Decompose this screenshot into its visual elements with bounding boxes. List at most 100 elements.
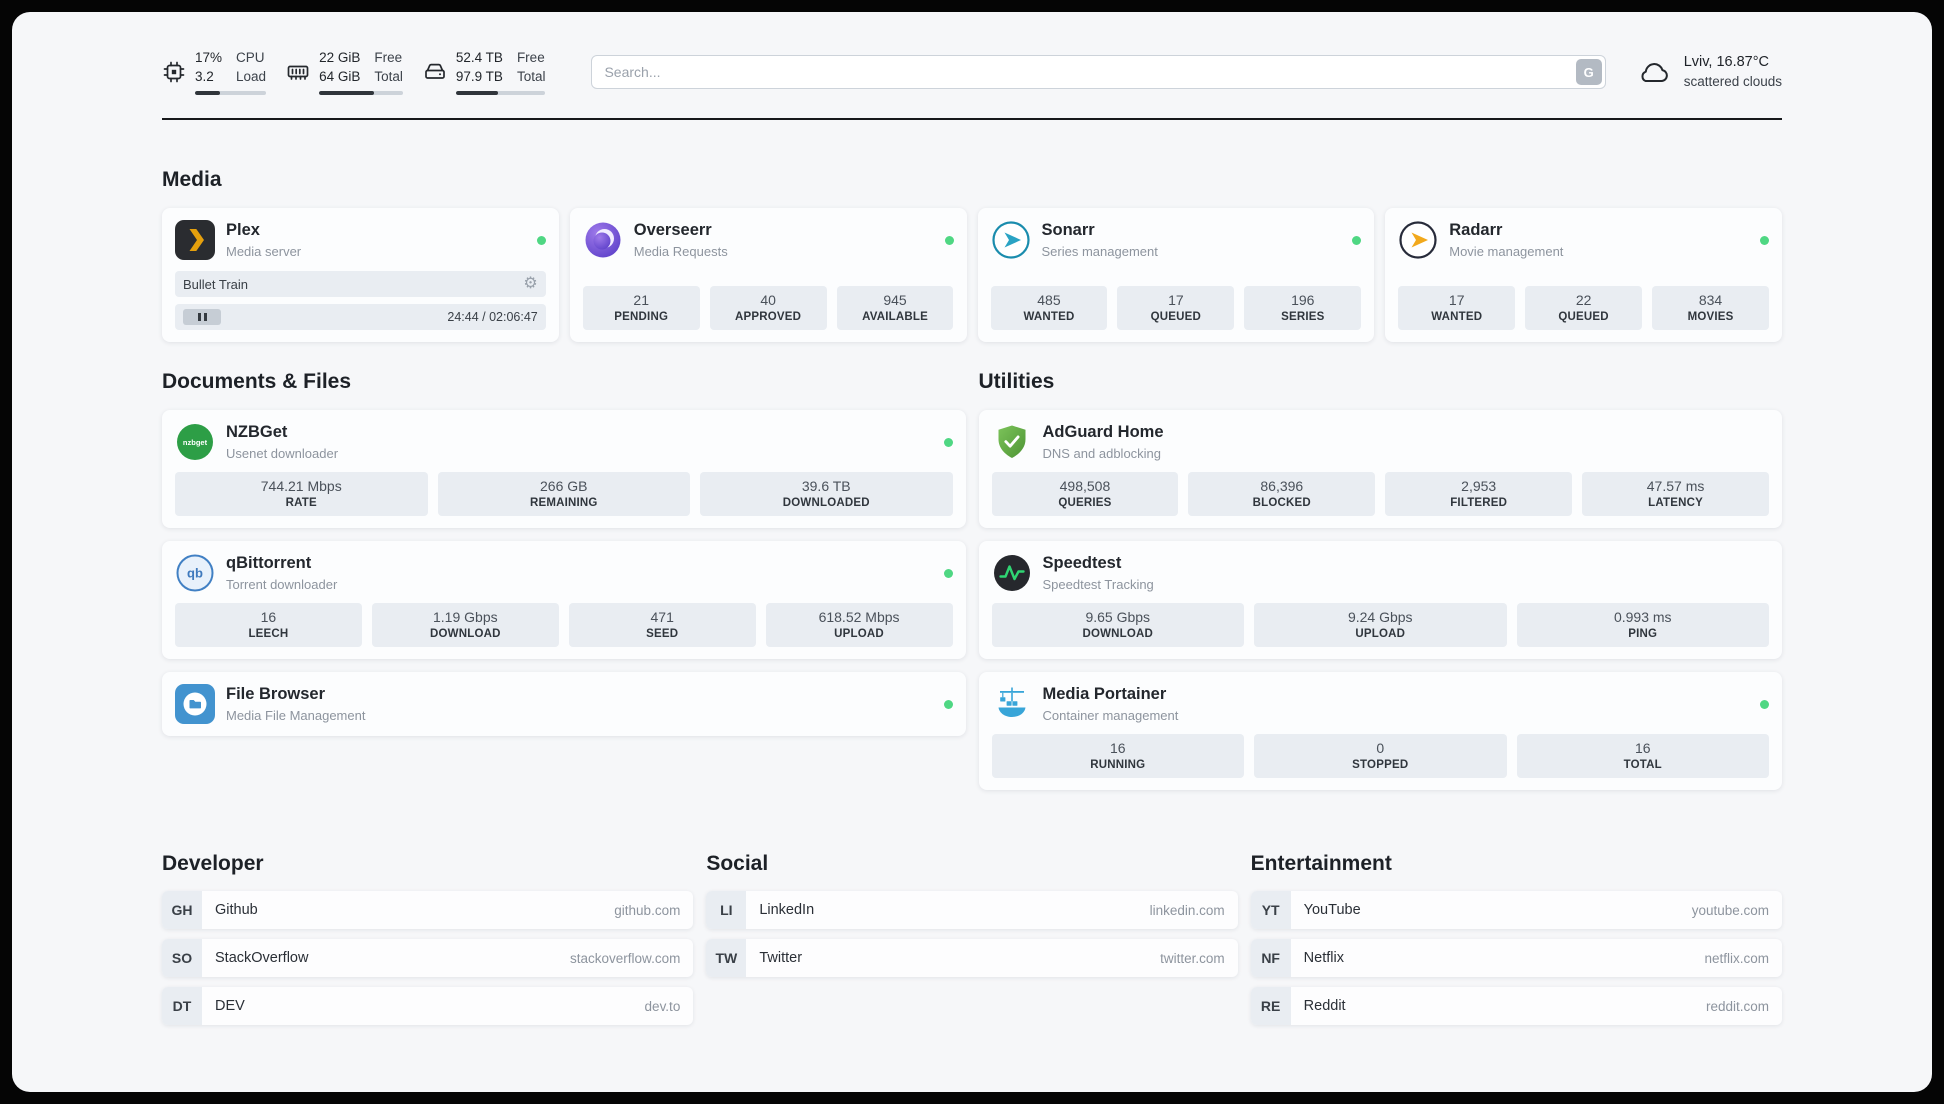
bookmark-linkedin[interactable]: LI LinkedIn linkedin.com bbox=[706, 891, 1238, 929]
stat-running: 16 RUNNING bbox=[991, 734, 1244, 778]
stat-value: 834 bbox=[1698, 292, 1723, 308]
playback-tile: 24:44 / 02:06:47 bbox=[175, 304, 546, 330]
stat-value: 945 bbox=[883, 292, 907, 308]
documents-column: Documents & Files nzbget NZBGet bbox=[162, 370, 966, 790]
developer-bookmarks: Developer GH Github github.com SO StackO… bbox=[162, 852, 694, 1025]
bookmark-twitter[interactable]: TW Twitter twitter.com bbox=[706, 939, 1238, 977]
bookmark-github[interactable]: GH Github github.com bbox=[162, 891, 694, 929]
stat-available: 945 AVAILABLE bbox=[836, 286, 954, 330]
stat-latency: 47.57 ms LATENCY bbox=[1582, 472, 1769, 516]
search-engine-button[interactable]: G bbox=[1575, 59, 1602, 85]
stat-label: WANTED bbox=[1431, 311, 1483, 323]
stat-value: 9.65 Gbps bbox=[1085, 609, 1151, 625]
cpu-label: CPU bbox=[236, 50, 265, 66]
stat-value: 16 bbox=[260, 609, 277, 625]
stat-value: 485 bbox=[1037, 292, 1061, 308]
stat-ping: 0.993 ms PING bbox=[1516, 603, 1769, 647]
plex-card[interactable]: Plex Media server Bullet Train ⚙ 24:44 /… bbox=[162, 208, 559, 342]
bookmark-abbr-badge: YT bbox=[1250, 891, 1291, 929]
pause-button[interactable] bbox=[183, 309, 221, 325]
overseerr-card[interactable]: Overseerr Media Requests 21 PENDING 40 A… bbox=[569, 208, 967, 342]
stat-value: 17 bbox=[1168, 292, 1184, 308]
bookmark-name: Netflix bbox=[1303, 950, 1344, 966]
status-dot bbox=[1760, 235, 1769, 245]
cpu-percent: 17% bbox=[195, 50, 223, 66]
stat-value: 471 bbox=[650, 609, 674, 625]
stat-downloaded: 39.6 TB DOWNLOADED bbox=[700, 472, 953, 516]
disk-total-label: Total bbox=[516, 68, 546, 84]
bookmark-youtube[interactable]: YT YouTube youtube.com bbox=[1250, 891, 1782, 929]
status-dot bbox=[943, 699, 953, 709]
bookmark-url: youtube.com bbox=[1691, 902, 1769, 918]
app-name: Plex bbox=[226, 221, 260, 240]
app-subtitle: Series management bbox=[1041, 243, 1158, 259]
overseerr-icon bbox=[583, 220, 623, 260]
bookmark-stackoverflow[interactable]: SO StackOverflow stackoverflow.com bbox=[162, 939, 694, 977]
bookmark-netflix[interactable]: NF Netflix netflix.com bbox=[1250, 939, 1782, 977]
portainer-card[interactable]: Media Portainer Container management 16 … bbox=[978, 672, 1782, 790]
cpu-load-label: Load bbox=[236, 68, 267, 84]
portainer-icon bbox=[992, 684, 1032, 724]
app-name: Radarr bbox=[1449, 221, 1503, 240]
svg-text:nzbget: nzbget bbox=[183, 438, 208, 447]
filebrowser-icon bbox=[175, 684, 215, 724]
stat-blocked: 86,396 BLOCKED bbox=[1188, 472, 1376, 516]
stat-value: 39.6 TB bbox=[801, 478, 851, 494]
app-subtitle: Speedtest Tracking bbox=[1042, 576, 1154, 592]
stat-label: TOTAL bbox=[1623, 759, 1662, 771]
stat-upload: 618.52 Mbps UPLOAD bbox=[765, 603, 953, 647]
section-title-developer: Developer bbox=[162, 852, 264, 875]
bookmark-url: github.com bbox=[614, 902, 681, 918]
utilities-column: Utilities AdGuard Home bbox=[978, 370, 1782, 790]
adguard-card[interactable]: AdGuard Home DNS and adblocking 498,508 … bbox=[978, 410, 1782, 528]
stat-stopped: 0 STOPPED bbox=[1254, 734, 1507, 778]
speedtest-card[interactable]: Speedtest Speedtest Tracking 9.65 Gbps D… bbox=[978, 541, 1782, 659]
stat-series: 196 SERIES bbox=[1244, 286, 1362, 330]
bookmark-reddit[interactable]: RE Reddit reddit.com bbox=[1250, 987, 1782, 1025]
sonarr-icon bbox=[991, 220, 1031, 260]
app-subtitle: Torrent downloader bbox=[226, 576, 338, 592]
stat-wanted: 17 WANTED bbox=[1398, 286, 1516, 330]
stat-value: 266 GB bbox=[540, 478, 588, 494]
radarr-card[interactable]: Radarr Movie management 17 WANTED 22 QUE… bbox=[1385, 208, 1782, 342]
stat-label: DOWNLOAD bbox=[1082, 628, 1154, 640]
stat-approved: 40 APPROVED bbox=[709, 286, 827, 330]
app-name: Overseerr bbox=[633, 221, 712, 240]
stat-leech: 16 LEECH bbox=[175, 603, 362, 647]
app-name: File Browser bbox=[226, 685, 326, 704]
stat-queued: 17 QUEUED bbox=[1117, 286, 1235, 330]
stat-queued: 22 QUEUED bbox=[1525, 286, 1643, 330]
nzbget-card[interactable]: nzbget NZBGet Usenet downloader 74 bbox=[162, 410, 966, 528]
stat-label: UPLOAD bbox=[1355, 628, 1406, 640]
search-input[interactable] bbox=[591, 55, 1606, 89]
bookmark-abbr-badge: SO bbox=[162, 939, 202, 977]
stat-label: STOPPED bbox=[1352, 759, 1409, 771]
qbittorrent-card[interactable]: qb qBittorrent Torrent downloader bbox=[162, 541, 966, 659]
cpu-metric: 17% 3.2 CPU Load bbox=[162, 49, 267, 95]
app-subtitle: Media Requests bbox=[633, 243, 728, 259]
bookmark-abbr-badge: RE bbox=[1250, 987, 1291, 1025]
filebrowser-card[interactable]: File Browser Media File Management bbox=[162, 672, 966, 736]
app-subtitle: Usenet downloader bbox=[226, 445, 339, 461]
status-dot bbox=[1760, 699, 1769, 709]
entertainment-bookmarks: Entertainment YT YouTube youtube.com NF … bbox=[1250, 852, 1782, 1025]
bookmark-url: netflix.com bbox=[1704, 950, 1769, 966]
stat-download: 9.65 Gbps DOWNLOAD bbox=[991, 603, 1244, 647]
stat-value: 498,508 bbox=[1059, 478, 1111, 494]
speedtest-icon bbox=[992, 553, 1032, 593]
stat-label: RATE bbox=[285, 497, 317, 509]
sonarr-card[interactable]: Sonarr Series management 485 WANTED 17 Q… bbox=[977, 208, 1375, 342]
bookmark-dev[interactable]: DT DEV dev.to bbox=[162, 987, 694, 1025]
ram-total-value: 64 GiB bbox=[319, 68, 361, 84]
status-dot bbox=[943, 568, 953, 578]
section-title-media: Media bbox=[162, 168, 222, 191]
bookmark-abbr-badge: DT bbox=[162, 987, 202, 1025]
app-name: AdGuard Home bbox=[1042, 423, 1164, 442]
stat-label: QUEUED bbox=[1558, 311, 1609, 323]
cpu-load-value: 3.2 bbox=[195, 68, 214, 84]
stat-queries: 498,508 QUERIES bbox=[991, 472, 1179, 516]
gear-icon[interactable]: ⚙ bbox=[523, 275, 538, 292]
stat-value: 21 bbox=[633, 292, 649, 308]
chip-icon bbox=[162, 60, 186, 84]
